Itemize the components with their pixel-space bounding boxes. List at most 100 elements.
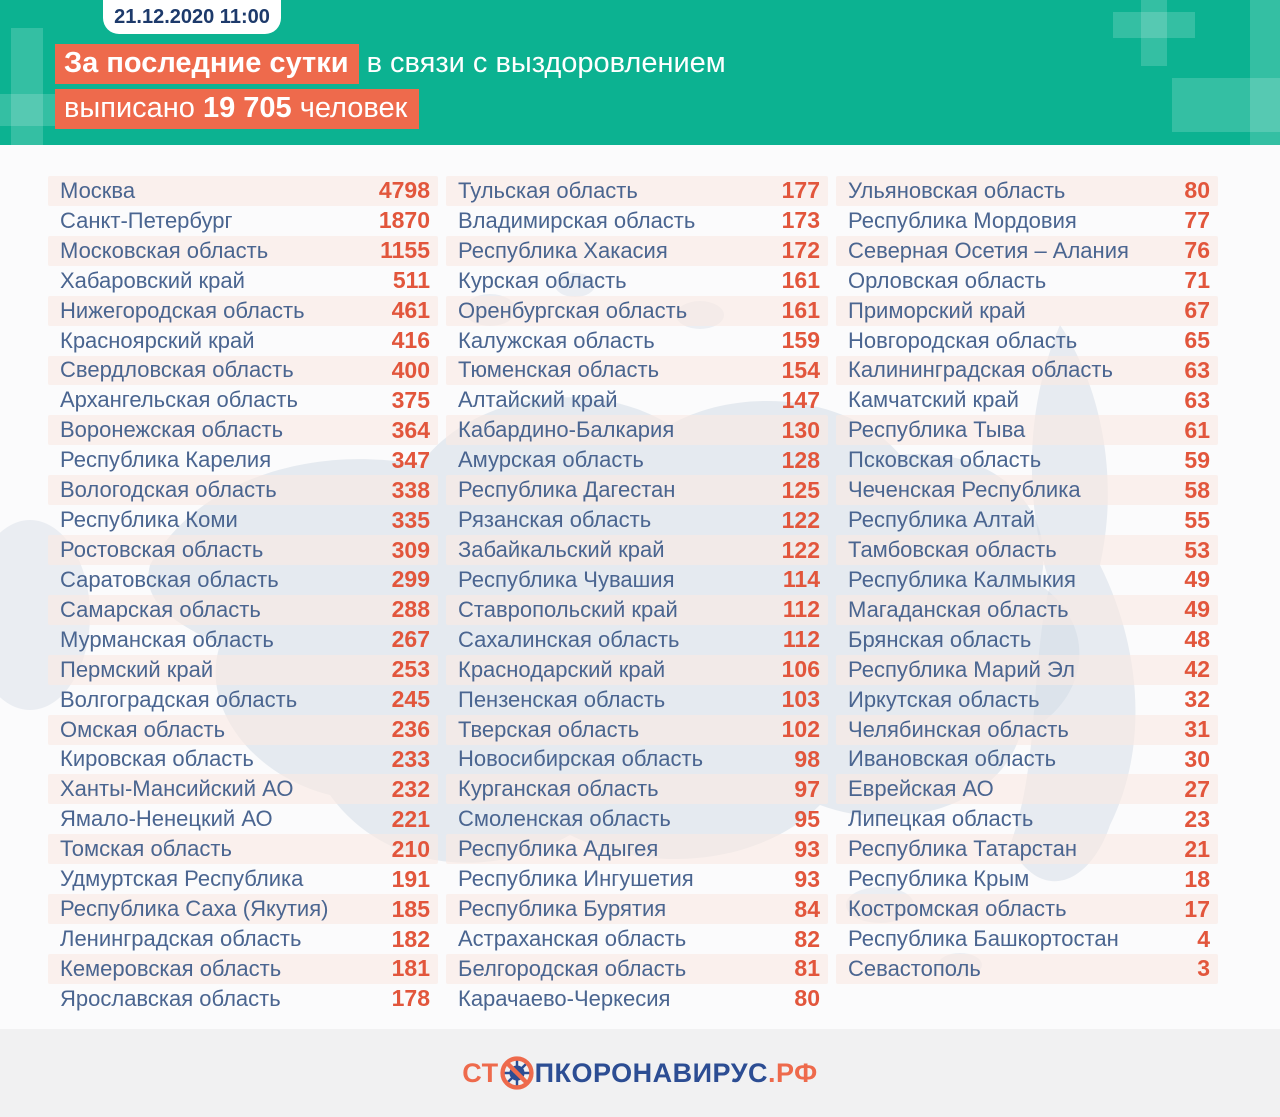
region-value: 191 [391,865,430,892]
table-row: Республика Бурятия 84 [446,894,828,925]
table-row: Республика Хакасия 172 [446,235,828,266]
region-value: 4798 [378,177,430,204]
region-value: 122 [781,536,820,563]
table-row: Новгородская область 65 [836,326,1218,356]
region-name: Краснодарский край [458,656,666,682]
region-name: Брянская область [848,626,1032,652]
region-value: 80 [1184,177,1210,204]
region-name: Орловская область [848,267,1047,293]
region-value: 23 [1184,805,1210,832]
table-row: Сахалинская область 112 [446,625,828,655]
region-value: 112 [782,626,820,653]
table-row: Республика Саха (Якутия) 185 [48,894,438,925]
headline-rest: в связи с выздоровлением [366,47,726,79]
table-row: Камчатский край 63 [836,385,1218,415]
region-name: Севастополь [848,955,981,981]
region-value: 65 [1184,327,1210,354]
region-value: 49 [1184,566,1210,593]
region-name: Саратовская область [60,566,279,592]
table-row: Пермский край 253 [48,654,438,685]
region-value: 338 [391,476,430,503]
table-row: Ивановская область 30 [836,745,1218,775]
table-row: Воронежская область 364 [48,415,438,446]
region-name: Республика Тыва [848,417,1026,443]
region-name: Тульская область [458,177,638,203]
region-name: Санкт-Петербург [60,207,233,233]
region-name: Республика Карелия [60,447,272,473]
region-name: Курганская область [458,776,659,802]
table-row: Оренбургская область 161 [446,295,828,326]
region-value: 511 [392,267,430,294]
region-value: 233 [391,745,430,772]
date-badge: 21.12.2020 11:00 [103,0,281,34]
table-row: Брянская область 48 [836,625,1218,655]
region-value: 84 [794,895,820,922]
region-name: Удмуртская Республика [60,866,304,892]
headline2-prefix: выписано [64,92,203,124]
region-value: 95 [794,805,820,832]
region-value: 1155 [380,237,430,264]
region-value: 375 [391,386,430,413]
region-name: Ленинградская область [60,926,302,951]
region-value: 21 [1184,835,1210,862]
region-value: 67 [1184,297,1210,324]
logo-prefix: СТ [462,1057,499,1088]
headline2-suffix: человек [291,92,408,124]
regions-table: Москва 4798 Санкт-Петербург 1870 Московская … [48,176,1218,1014]
table-row: Астраханская область 82 [446,924,828,954]
table-row: Липецкая область 23 [836,804,1218,834]
region-name: Новосибирская область [458,746,704,772]
region-name: Астраханская область [458,926,687,951]
table-row: Кемеровская область 181 [48,953,438,984]
region-name: Еврейская АО [848,776,994,802]
region-name: Томская область [60,836,232,862]
table-row: Республика Крым 18 [836,864,1218,894]
region-name: Карачаево-Черкесия [458,985,671,1011]
region-name: Забайкальский край [458,537,665,563]
region-value: 1870 [378,207,430,234]
region-name: Республика Адыгея [458,836,659,862]
region-name: Ярославская область [60,985,281,1011]
region-name: Республика Коми [60,507,238,533]
table-row: Тюменская область 154 [446,355,828,386]
region-name: Республика Дагестан [458,477,676,503]
table-row: Приморский край 67 [836,295,1218,326]
region-value: 77 [1184,207,1210,234]
region-value: 98 [794,745,820,772]
table-row: Республика Башкортостан 4 [836,924,1218,954]
table-row: Тамбовская область 53 [836,535,1218,565]
table-row: Ростовская область 309 [48,535,438,565]
region-value: 461 [391,297,430,324]
region-name: Нижегородская область [60,297,305,323]
region-value: 63 [1184,356,1210,383]
region-value: 55 [1184,506,1210,533]
table-row: Омская область 236 [48,714,438,745]
region-name: Псковская область [848,447,1042,473]
region-name: Вологодская область [60,477,277,503]
region-name: Ямало-Ненецкий АО [60,806,273,832]
region-name: Республика Чувашия [458,566,675,592]
table-row: Тверская область 102 [446,714,828,745]
region-value: 299 [391,566,430,593]
table-row: Санкт-Петербург 1870 [48,206,438,236]
region-value: 63 [1184,386,1210,413]
table-row: Забайкальский край 122 [446,535,828,565]
region-value: 221 [391,805,430,832]
region-name: Тверская область [458,716,640,742]
region-value: 93 [794,835,820,862]
table-row: Ленинградская область 182 [48,924,438,954]
table-row: Пензенская область 103 [446,685,828,715]
region-value: 253 [391,656,430,683]
region-name: Пермский край [60,656,214,682]
region-value: 53 [1184,536,1210,563]
stopcoronavirus-logo: СТ [462,1056,817,1090]
region-value: 82 [794,925,820,952]
region-value: 245 [391,686,430,713]
region-name: Челябинская область [848,716,1069,742]
region-value: 59 [1184,446,1210,473]
region-name: Республика Крым [848,866,1030,892]
table-row: Челябинская область 31 [836,714,1218,745]
region-name: Хабаровский край [60,267,245,293]
region-value: 122 [781,506,820,533]
region-value: 236 [391,716,430,743]
